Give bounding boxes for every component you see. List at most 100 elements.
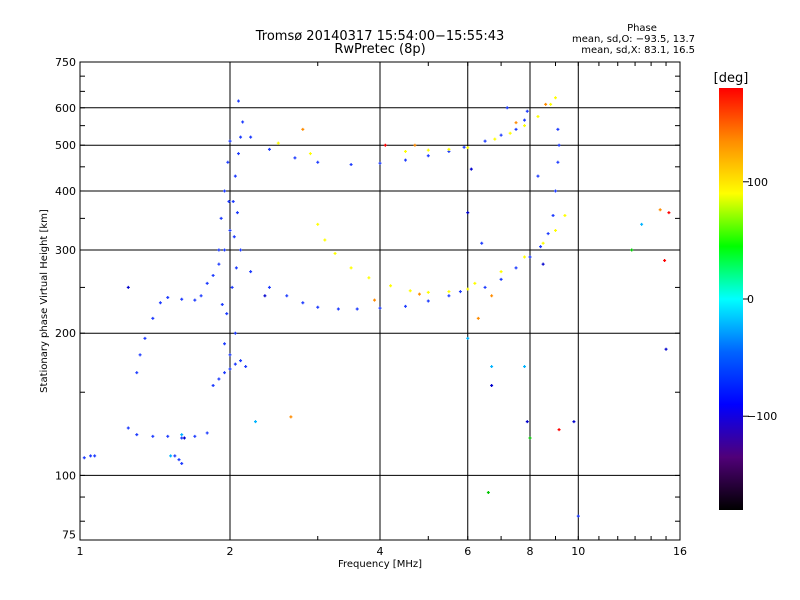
colorbar-tick-label: 100 xyxy=(747,176,768,189)
data-point xyxy=(217,248,221,252)
data-point xyxy=(217,262,221,266)
phase-heading: Phase xyxy=(627,23,657,34)
data-point xyxy=(138,353,142,357)
data-point xyxy=(180,436,184,440)
data-point xyxy=(490,384,494,388)
chart-subtitle: RwPretec (8p) xyxy=(334,42,425,57)
phase-stats-x: mean, sd,X: 83.1, 16.5 xyxy=(581,45,695,56)
x-tick-label: 2 xyxy=(227,545,234,558)
data-point xyxy=(426,154,430,158)
data-point xyxy=(89,454,93,458)
data-point xyxy=(544,102,548,106)
data-point xyxy=(541,241,545,245)
data-point xyxy=(447,294,451,298)
data-point xyxy=(267,147,271,151)
data-point xyxy=(223,342,227,346)
data-point xyxy=(378,161,382,165)
data-point xyxy=(333,251,337,255)
colorbar-tick-label: −100 xyxy=(747,410,777,423)
phase-stats-o: mean, sd,O: −93.5, 13.7 xyxy=(572,34,695,45)
data-point xyxy=(553,189,557,193)
data-point xyxy=(135,433,139,437)
data-point xyxy=(658,208,662,212)
data-point xyxy=(536,115,540,119)
data-point xyxy=(308,152,312,156)
data-point xyxy=(177,458,181,462)
data-point xyxy=(630,248,634,252)
data-point xyxy=(557,428,561,432)
data-point xyxy=(523,365,527,369)
data-point xyxy=(556,127,560,131)
data-point xyxy=(151,316,155,320)
data-point xyxy=(217,377,221,381)
data-point xyxy=(316,160,320,164)
y-tick-label: 100 xyxy=(55,469,76,482)
data-point xyxy=(236,152,240,156)
y-tick-label: 75 xyxy=(62,528,76,541)
data-point xyxy=(232,235,236,239)
data-point xyxy=(228,367,232,371)
data-points xyxy=(82,96,671,518)
y-tick-label: 500 xyxy=(55,139,76,152)
data-point xyxy=(234,266,238,270)
data-point xyxy=(528,255,532,259)
data-point xyxy=(551,213,555,217)
data-point xyxy=(233,331,237,335)
data-point xyxy=(576,514,580,518)
data-point xyxy=(227,200,231,204)
data-point xyxy=(244,365,248,369)
data-point xyxy=(373,298,377,302)
data-point xyxy=(289,415,293,419)
data-point xyxy=(158,301,162,305)
data-point xyxy=(267,285,271,289)
data-point xyxy=(236,99,240,103)
data-point xyxy=(408,289,412,293)
data-point xyxy=(180,461,184,465)
data-point xyxy=(223,371,227,375)
data-point xyxy=(228,139,232,143)
data-point xyxy=(413,143,417,147)
data-point xyxy=(228,353,232,357)
data-point xyxy=(403,149,407,153)
data-point xyxy=(546,232,550,236)
data-point xyxy=(169,454,173,458)
data-point xyxy=(378,306,382,310)
data-point xyxy=(180,433,184,437)
data-point xyxy=(499,277,503,281)
data-point xyxy=(447,290,451,294)
x-tick-label: 1 xyxy=(77,545,84,558)
data-point xyxy=(235,211,239,215)
data-point xyxy=(553,228,557,232)
data-point xyxy=(490,365,494,369)
data-point xyxy=(417,292,421,296)
data-point xyxy=(528,436,532,440)
data-point xyxy=(199,294,203,298)
data-point xyxy=(231,200,235,204)
x-tick-label: 10 xyxy=(571,545,585,558)
data-point xyxy=(426,148,430,152)
data-point xyxy=(541,262,545,266)
data-point xyxy=(556,160,560,164)
axis-ticks: 1 2 4 6 8 10 16 75 100 200 300 400 500 600 750 xyxy=(55,56,687,558)
data-point xyxy=(480,241,484,245)
data-point xyxy=(316,222,320,226)
data-point xyxy=(173,454,177,458)
y-tick-label: 200 xyxy=(55,327,76,340)
data-point xyxy=(473,281,477,285)
data-point xyxy=(355,307,359,311)
data-point xyxy=(166,434,170,438)
data-point xyxy=(466,336,470,340)
data-point xyxy=(483,285,487,289)
data-point xyxy=(663,259,667,263)
y-tick-label: 750 xyxy=(55,56,76,69)
data-point xyxy=(523,124,527,128)
data-point xyxy=(367,276,371,280)
data-point xyxy=(523,255,527,259)
data-point xyxy=(182,436,186,440)
y-tick-label: 300 xyxy=(55,244,76,257)
data-point xyxy=(349,163,353,167)
colorbar-ticks: 100 0 −100 xyxy=(743,176,777,423)
data-point xyxy=(462,145,466,149)
data-point xyxy=(514,121,518,125)
data-point xyxy=(239,248,243,252)
